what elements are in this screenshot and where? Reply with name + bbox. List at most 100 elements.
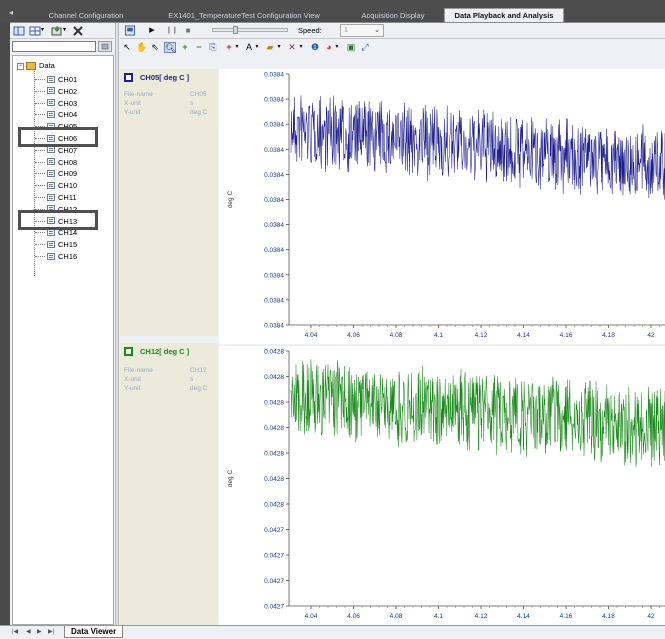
info-icon[interactable]: ❶ (310, 42, 320, 52)
tree-search-row (10, 40, 114, 54)
zoom-icon[interactable]: 🔍︎ (164, 42, 177, 53)
chevron-down-icon[interactable]: ▾ (63, 27, 67, 33)
table-icon[interactable] (29, 25, 41, 37)
close-icon[interactable] (72, 25, 84, 37)
zoom-out-icon[interactable]: − (196, 42, 202, 52)
playback-position-slider[interactable] (212, 26, 288, 34)
tree-item-ch02[interactable]: CH02 (47, 86, 77, 97)
x-tick-label: 4.18 (602, 613, 615, 620)
chevron-down-icon[interactable]: ▾ (255, 44, 259, 50)
tree-connector (35, 161, 45, 163)
tab-data-playback[interactable]: Data Playback and Analysis (444, 8, 564, 22)
sheet-tab-data-viewer[interactable]: Data Viewer (64, 626, 124, 638)
tree-item-ch06[interactable]: CH06 (47, 133, 77, 144)
chart-ch12[interactable]: 0.0428 0.0428 0.0428 0.0428 0.0428 0.0428 0.04… (219, 346, 665, 625)
document-tab-bar: ◂ Channel Configuration EX1401_Temperatu… (0, 0, 665, 22)
y-axis-label: deg C (227, 470, 234, 488)
image-export-icon[interactable]: ▣ (346, 42, 356, 52)
line-style-icon[interactable]: ▰ (266, 42, 274, 52)
tree-root-data[interactable]: − Data (17, 60, 55, 71)
zoom-in-icon[interactable]: + (182, 42, 188, 52)
tree-item-ch04[interactable]: CH04 (47, 109, 77, 120)
tree-item-ch03[interactable]: CH03 (47, 98, 77, 109)
search-button[interactable] (98, 41, 112, 52)
tree-toolbar: ▾ ▾ (10, 23, 114, 39)
pointer-icon[interactable]: ↖ (123, 42, 131, 52)
play-icon[interactable]: ▶ (149, 27, 155, 34)
chevron-down-icon: ⌄ (374, 27, 380, 34)
tree-item-ch09[interactable]: CH09 (47, 168, 77, 179)
y-tick-label: 0.0384 (264, 272, 284, 279)
plot-area-1[interactable]: 0.0384 0.0384 0.0384 0.0384 0.0384 0.0384 0.03… (219, 69, 665, 344)
stop-icon[interactable]: ■ (185, 26, 191, 35)
cursor-select-icon[interactable]: ⇖ (151, 42, 159, 52)
speed-value: 1 (344, 27, 348, 34)
speed-select[interactable]: 1 ⌄ (340, 24, 384, 37)
tree-item-ch10[interactable]: CH10 (47, 180, 77, 191)
info-row-xunit: X-unit s (124, 100, 194, 107)
tab-channel-configuration[interactable]: Channel Configuration (48, 11, 124, 20)
copy-chart-icon[interactable]: ⎘ (209, 42, 217, 52)
axis-scale-icon[interactable]: ✕ (288, 42, 296, 52)
tab-acquisition-display[interactable]: Acquisition Display (361, 11, 425, 20)
channel-icon (47, 99, 55, 107)
channel-tree: − Data CH01 CH02 CH03 CH04 CH05 CH06 CH07 CH08 CH… (12, 55, 114, 625)
pan-hand-icon[interactable]: ✋ (136, 42, 148, 52)
tree-connector (35, 102, 45, 104)
x-tick-label: 4.12 (475, 613, 488, 620)
color-palette-icon[interactable]: ◕ (326, 42, 332, 52)
view-icon[interactable] (13, 25, 25, 37)
tree-connector (35, 244, 45, 246)
import-data-icon[interactable] (51, 25, 63, 37)
chevron-down-icon[interactable]: ▾ (277, 44, 281, 50)
collapse-icon[interactable]: − (17, 62, 24, 70)
prev-sheet-icon[interactable]: ◀ (26, 629, 31, 635)
text-annotation-icon[interactable]: A (245, 42, 252, 52)
tab-configuration-view[interactable]: EX1401_TemperatureTest Configuration Vie… (168, 11, 320, 20)
tree-item-label: CH14 (58, 228, 78, 238)
chevron-down-icon[interactable]: ▾ (299, 44, 303, 50)
tree-search-input[interactable] (12, 41, 96, 52)
channel-icon (47, 75, 55, 83)
tree-item-ch13[interactable]: CH13 (47, 216, 77, 227)
channel-icon (47, 158, 55, 166)
tree-connector (35, 79, 45, 80)
export-icon[interactable] (124, 25, 136, 36)
series-color-swatch[interactable] (124, 72, 133, 82)
tree-item-ch01[interactable]: CH01 (47, 74, 77, 85)
tree-connector (35, 232, 45, 234)
fit-chart-icon[interactable]: ⤢ (361, 42, 369, 52)
x-tick-label: 4.1 (434, 613, 443, 620)
first-sheet-icon[interactable]: |◀ (12, 629, 19, 635)
tree-item-ch15[interactable]: CH15 (47, 239, 77, 250)
chevron-down-icon[interactable]: ▾ (335, 44, 339, 50)
y-tick-label: 0.0384 (264, 147, 284, 154)
tree-item-ch11[interactable]: CH11 (47, 192, 77, 203)
tree-item-label: CH05 (58, 122, 78, 132)
tree-connector (35, 256, 45, 257)
chevron-down-icon[interactable]: ▾ (235, 44, 239, 50)
sheet-tab-bar: |◀ ◀ ▶ ▶| Data Viewer (0, 625, 665, 639)
tree-connector (35, 220, 45, 222)
series-color-swatch[interactable] (124, 346, 133, 356)
info-row-yunit: Y-unit deg C (124, 385, 208, 392)
highlight-box-ch06 (18, 127, 98, 147)
pause-icon[interactable]: ❙❙ (166, 27, 178, 34)
left-arrow-icon[interactable]: ◂ (9, 8, 14, 17)
y-tick-label: 0.0428 (264, 349, 284, 356)
y-tick-label: 0.0427 (264, 604, 284, 611)
tree-item-ch16[interactable]: CH16 (47, 251, 77, 262)
tree-item-ch08[interactable]: CH08 (47, 157, 77, 168)
next-sheet-icon[interactable]: ▶ (37, 629, 42, 635)
pane-splitter[interactable] (115, 23, 119, 626)
last-sheet-icon[interactable]: ▶| (48, 629, 55, 635)
chevron-down-icon[interactable]: ▾ (41, 27, 45, 33)
add-cursor-icon[interactable]: + (226, 42, 232, 52)
chart-toolbar: ↖ ✋ ⇖ 🔍︎ + − ⎘ + ▾ A ▾ ▰ ▾ ✕ ▾ ❶ ◕ ▾ ▣ ⤢ (120, 40, 665, 54)
chart-ch05[interactable]: 0.0384 0.0384 0.0384 0.0384 0.0384 0.0384 0.03… (219, 69, 665, 344)
x-tick-label: 4.16 (560, 332, 573, 339)
plot-area-2[interactable]: 0.0428 0.0428 0.0428 0.0428 0.0428 0.0428 0.04… (219, 346, 665, 625)
slider-thumb[interactable] (233, 26, 238, 34)
tree-connector (35, 149, 45, 151)
info-row-yunit: Y-unit deg C (124, 109, 208, 116)
